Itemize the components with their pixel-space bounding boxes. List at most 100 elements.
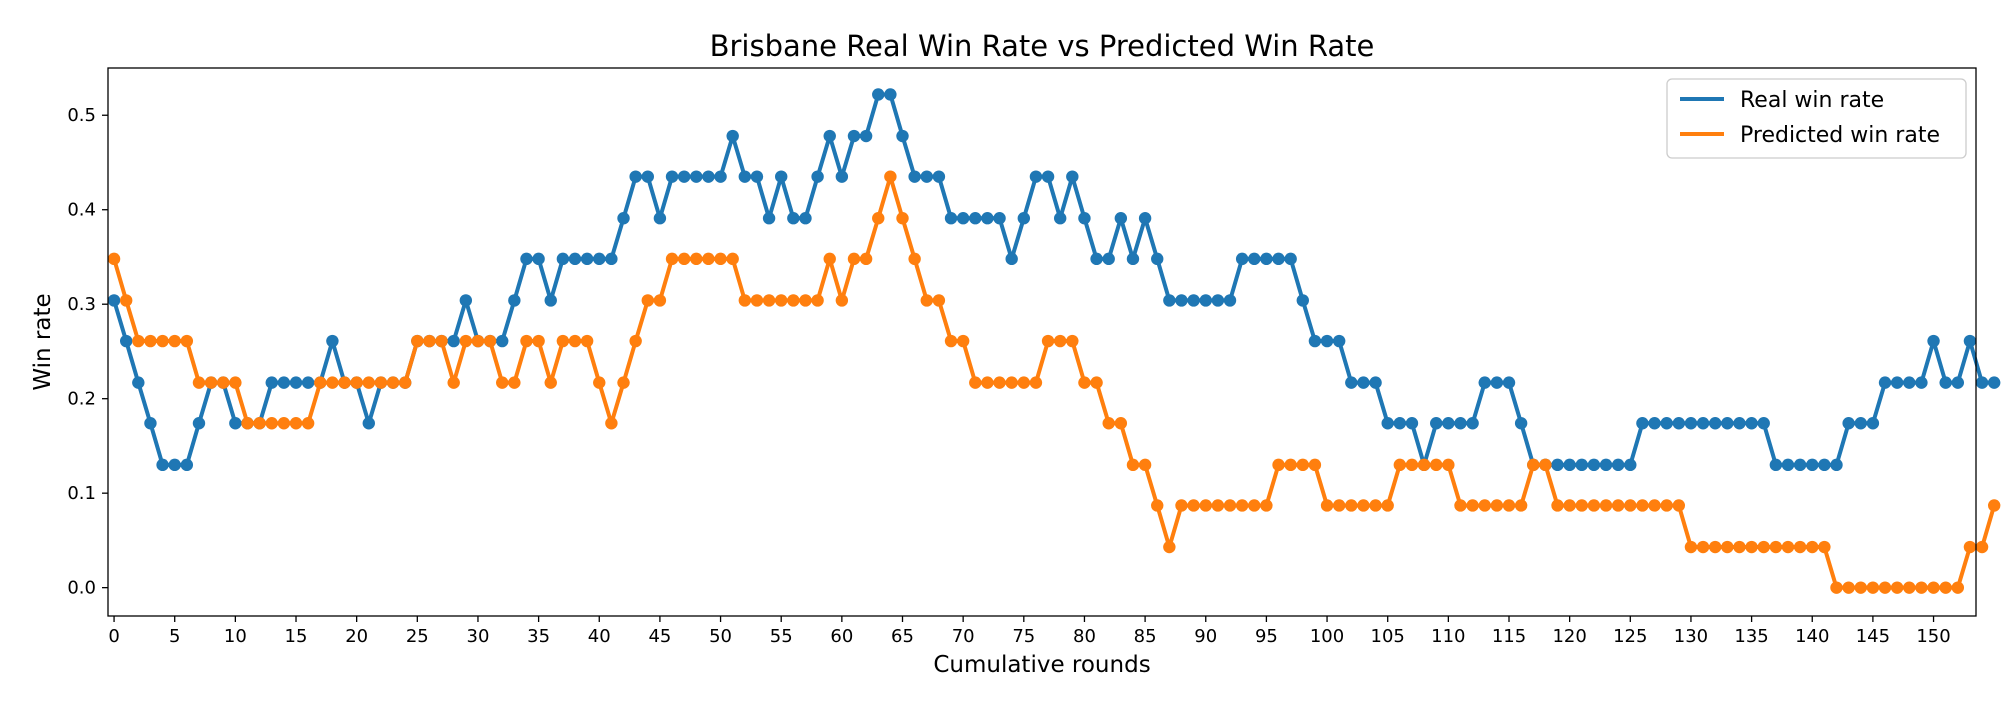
x-tick-label: 0 (108, 626, 119, 647)
data-point (1199, 499, 1212, 512)
data-point (1502, 376, 1516, 389)
data-point (726, 252, 739, 266)
data-point (1611, 458, 1625, 472)
data-point (423, 334, 436, 348)
data-point (253, 417, 266, 430)
data-point (1151, 252, 1164, 266)
data-point (932, 294, 946, 307)
data-point (884, 170, 897, 183)
data-point (132, 334, 145, 348)
data-point (617, 376, 630, 389)
data-point (1041, 334, 1055, 348)
data-point (1053, 212, 1067, 225)
y-axis-label: Win rate (30, 293, 56, 390)
data-point (132, 376, 145, 389)
data-point (1781, 458, 1795, 472)
data-point (665, 252, 679, 266)
data-point (1454, 417, 1467, 430)
data-point (277, 376, 291, 389)
data-point (1915, 376, 1928, 389)
data-point (738, 294, 752, 307)
data-point (750, 170, 764, 183)
data-point (1672, 417, 1686, 430)
data-point (859, 252, 873, 266)
data-point (762, 294, 776, 307)
data-point (1175, 294, 1188, 307)
data-point (944, 334, 958, 348)
plot-frame (107, 67, 1977, 617)
data-point (156, 334, 169, 348)
x-tick-label: 75 (1012, 626, 1035, 647)
data-point (787, 294, 800, 307)
data-point (544, 376, 557, 389)
data-point (1636, 417, 1649, 430)
data-point (1563, 458, 1576, 472)
x-tick-label: 110 (1431, 626, 1465, 647)
x-axis-label: Cumulative rounds (933, 652, 1150, 678)
data-point (1017, 376, 1031, 389)
data-point (1235, 499, 1249, 512)
data-point (350, 376, 363, 389)
data-point (1090, 252, 1103, 266)
data-point (1284, 458, 1297, 472)
data-point (1563, 499, 1576, 512)
data-point (702, 170, 715, 183)
x-tick-label: 125 (1613, 626, 1647, 647)
data-point (750, 294, 764, 307)
data-point (1175, 499, 1188, 512)
data-point (1393, 417, 1407, 430)
data-point (1527, 458, 1540, 472)
data-point (1332, 499, 1346, 512)
data-point (1041, 170, 1055, 183)
data-point (1296, 458, 1309, 472)
data-point (1430, 458, 1443, 472)
data-point (532, 252, 545, 266)
x-tick-label: 80 (1073, 626, 1096, 647)
x-tick-label: 40 (588, 626, 611, 647)
data-point (1818, 540, 1831, 554)
data-point (1903, 376, 1916, 389)
data-point (1417, 458, 1431, 472)
data-point (459, 334, 473, 348)
data-point (690, 170, 703, 183)
data-point (1260, 499, 1273, 512)
data-point (496, 376, 509, 389)
data-point (119, 334, 133, 348)
data-point (702, 252, 715, 266)
data-point (1514, 499, 1528, 512)
data-point (1587, 499, 1601, 512)
data-point (1539, 458, 1552, 472)
data-point (568, 252, 582, 266)
data-point (593, 376, 606, 389)
data-point (1514, 417, 1528, 430)
data-point (1709, 540, 1722, 554)
data-point (398, 376, 412, 389)
data-point (799, 294, 812, 307)
data-point (859, 129, 873, 143)
x-tick-label: 70 (952, 626, 975, 647)
data-point (1005, 252, 1018, 266)
x-tick-label: 50 (709, 626, 732, 647)
data-point (1927, 334, 1940, 348)
x-tick-label: 145 (1856, 626, 1890, 647)
data-point (1915, 581, 1928, 594)
data-point (1769, 458, 1783, 472)
data-point (241, 417, 254, 430)
data-point (981, 212, 994, 225)
data-point (301, 417, 315, 430)
data-point (1672, 499, 1686, 512)
data-point (1793, 458, 1807, 472)
data-point (690, 252, 703, 266)
data-point (435, 334, 448, 348)
data-point (1745, 417, 1758, 430)
data-point (714, 170, 727, 183)
data-point (653, 212, 667, 225)
data-point (1369, 499, 1382, 512)
data-point (1696, 417, 1710, 430)
data-point (726, 129, 739, 143)
data-point (544, 294, 557, 307)
data-point (1114, 212, 1128, 225)
plot-area (107, 88, 2001, 594)
data-point (1806, 540, 1819, 554)
data-point (1757, 417, 1770, 430)
